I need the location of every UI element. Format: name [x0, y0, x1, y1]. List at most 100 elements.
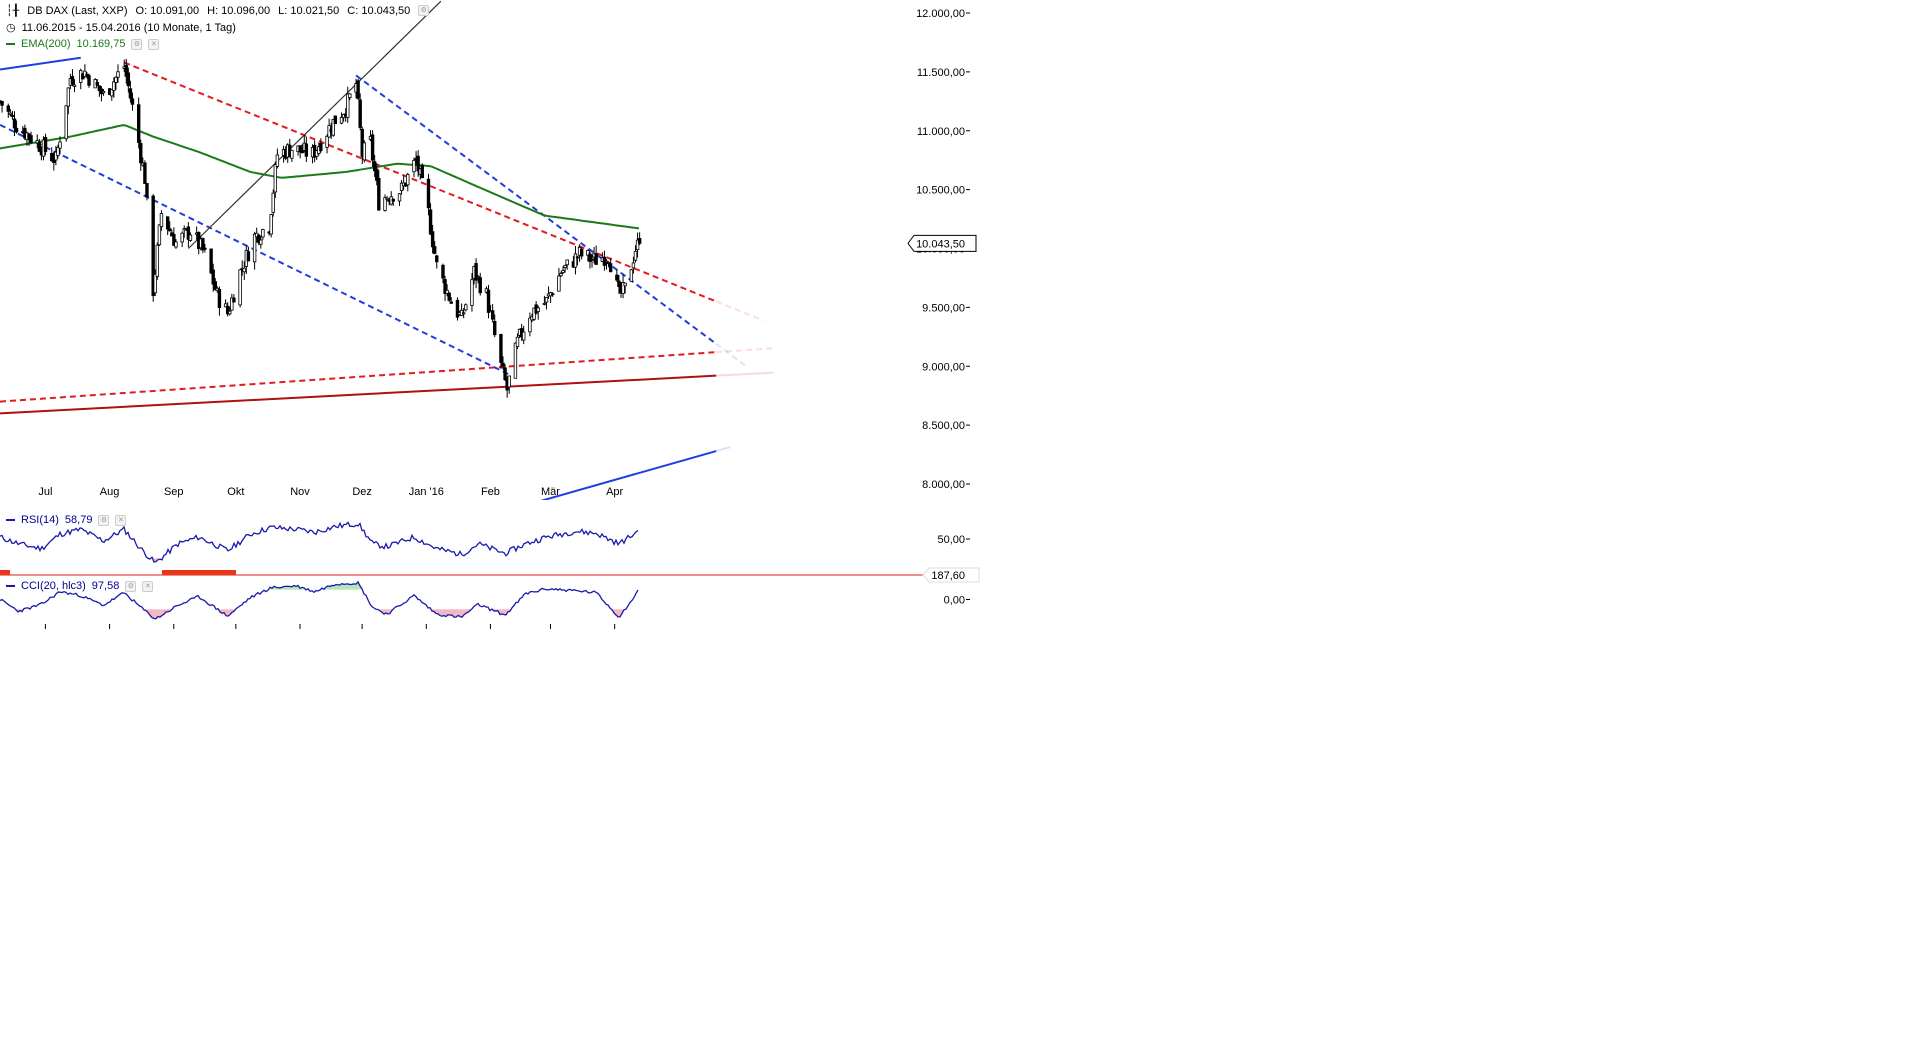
x-tick-label: Nov	[290, 486, 310, 498]
candle-body	[275, 154, 280, 167]
rsi-tick-label: 50,00	[937, 534, 965, 546]
candle-body	[561, 270, 565, 273]
candle-body	[528, 317, 532, 333]
candle-body	[604, 260, 609, 263]
candle-body	[35, 140, 39, 144]
candle-body	[261, 229, 265, 238]
candle-body	[230, 297, 234, 311]
candle-body	[623, 282, 627, 287]
candle-body	[269, 214, 273, 235]
rsi-value: 58,79	[64, 514, 93, 526]
candle-body	[542, 302, 547, 305]
trendline-black-solid	[187, 0, 442, 249]
gear-icon[interactable]: ⚙	[98, 514, 110, 526]
candle-body	[331, 119, 335, 136]
date-range[interactable]: 11.06.2015 - 15.04.2016 (10 Monate, 1 Ta…	[21, 21, 236, 34]
trendline-extension	[715, 446, 731, 452]
settings-icon[interactable]: ⚙	[418, 5, 430, 16]
candle-body	[66, 87, 71, 107]
candle-body	[346, 93, 350, 118]
candle-body	[319, 142, 323, 151]
symbol-name[interactable]: DB DAX (Last, XXP)	[27, 4, 128, 17]
trend-lines[interactable]	[0, 0, 774, 501]
rsi-legend[interactable]: RSI(14) 58,79 ⚙ ✕	[6, 514, 127, 526]
candle-body	[271, 192, 275, 213]
trendline-blue-solid-lower	[540, 450, 717, 500]
cci-tick-label: 0,00	[944, 595, 965, 607]
candle-body	[201, 238, 205, 251]
gear-icon[interactable]: ⚙	[131, 38, 143, 50]
high-value: H: 10.096,00	[207, 4, 271, 17]
candle-body	[203, 247, 207, 250]
candle-body	[476, 276, 480, 278]
candle-body	[257, 234, 261, 243]
candle-body	[290, 149, 294, 159]
candle-body	[406, 174, 410, 186]
gear-icon[interactable]: ⚙	[125, 580, 137, 592]
close-icon[interactable]: ✕	[115, 514, 127, 526]
rsi-panel: 50,00	[0, 521, 970, 563]
candle-body	[370, 134, 375, 161]
candle-body	[563, 265, 567, 268]
candle-body	[470, 279, 474, 306]
trendline-extension	[716, 371, 774, 377]
trendline-blue-dashed-upper	[355, 74, 717, 345]
candle-body	[358, 99, 362, 128]
candle-body	[430, 231, 435, 248]
candle-body	[432, 246, 437, 254]
y-tick-label: 9.500,00	[922, 302, 965, 314]
y-tick-label: 10.500,00	[916, 185, 965, 197]
candle-body	[397, 193, 402, 202]
candle-body	[464, 304, 468, 311]
candle-body	[420, 165, 424, 179]
ema-legend[interactable]: EMA(200) 10.169,75 ⚙ ✕	[6, 38, 160, 50]
candle-body	[304, 143, 309, 157]
candle-body	[412, 159, 416, 173]
candle-body	[445, 289, 449, 294]
candle-body	[8, 112, 13, 115]
cci-legend[interactable]: CCI(20, hlc3) 97,58 ⚙ ✕	[6, 580, 154, 592]
candle-body	[486, 289, 491, 313]
candle-body	[573, 253, 578, 268]
candle-body	[443, 279, 447, 294]
trendline-dark-red-solid	[0, 374, 717, 415]
candle-body	[211, 269, 215, 285]
candle-body	[606, 262, 611, 264]
range-line: ◷ 11.06.2015 - 15.04.2016 (10 Monate, 1 …	[6, 21, 236, 35]
cci-line	[0, 580, 639, 620]
close-value: C: 10.043,50	[347, 4, 411, 17]
candle-body	[0, 101, 4, 106]
candle-body	[143, 162, 147, 184]
cci-highlight-bar	[162, 570, 236, 575]
time-axis: Jul Aug Sep Okt Nov Dez Jan '16 Feb Mär Apr	[38, 486, 624, 629]
x-tick-label: Apr	[606, 486, 623, 498]
cci-label: CCI(20, hlc3)	[21, 580, 86, 592]
close-icon[interactable]: ✕	[142, 580, 154, 592]
candle-body	[455, 299, 460, 318]
x-tick-label: Okt	[227, 486, 244, 498]
candle-body	[56, 146, 60, 156]
close-icon[interactable]: ✕	[148, 38, 160, 50]
candle-body	[377, 177, 381, 211]
candle-body	[110, 89, 114, 97]
cci-swatch	[6, 585, 15, 587]
candle-body	[588, 253, 592, 262]
candle-body	[501, 362, 505, 367]
y-tick-label: 8.500,00	[922, 420, 965, 432]
candle-body	[478, 277, 482, 294]
x-tick-label: Feb	[481, 486, 500, 498]
y-tick-label: 11.500,00	[917, 67, 965, 79]
candle-body	[474, 263, 478, 281]
ema-overlay	[0, 124, 640, 230]
candle-body	[54, 151, 58, 161]
candle-body	[50, 152, 54, 162]
candle-body	[375, 168, 379, 181]
candle-body	[339, 116, 344, 124]
candle-body	[126, 72, 131, 87]
candle-body	[83, 70, 87, 78]
candle-body	[532, 307, 536, 320]
x-tick-label: Sep	[164, 486, 184, 498]
candle-body	[87, 75, 91, 86]
candle-body	[180, 232, 184, 243]
